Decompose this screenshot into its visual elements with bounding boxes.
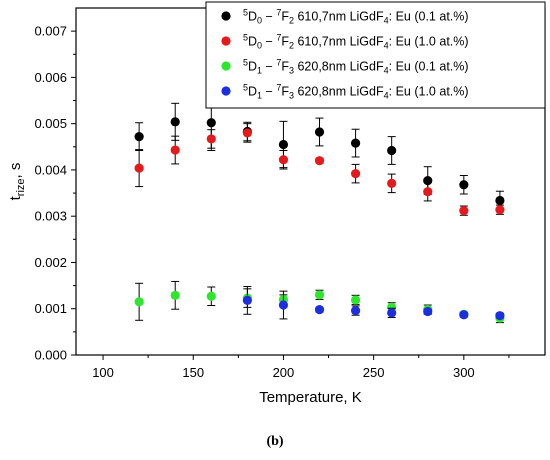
- y-axis-title-main: t: [7, 195, 24, 200]
- y-tick-label: 0.004: [34, 162, 67, 177]
- data-point-series-2: [350, 169, 361, 179]
- data-point-series-1: [134, 132, 144, 142]
- data-point-series-3: [314, 290, 325, 300]
- data-point-series-2: [242, 128, 252, 138]
- data-point-series-4: [423, 306, 433, 317]
- data-point-series-1: [314, 127, 325, 137]
- legend-label: 5D1 − 7F3 620,8nm LiGdF4: Eu (1.0 at.%): [243, 83, 469, 101]
- data-point-series-4: [350, 305, 361, 316]
- data-point-series-2: [387, 178, 397, 188]
- y-tick-label: 0.003: [34, 209, 67, 224]
- data-point-series-2: [170, 145, 180, 155]
- legend-marker: [221, 61, 231, 71]
- data-point-series-2: [459, 206, 469, 216]
- y-tick-label: 0.002: [34, 255, 67, 270]
- data-point-series-3: [206, 291, 216, 301]
- data-markers: [134, 94, 505, 324]
- data-point-series-2: [495, 205, 505, 215]
- x-tick-label: 200: [273, 365, 295, 380]
- y-axis-title-tail: , s: [7, 163, 24, 179]
- x-tick-label: 150: [182, 365, 204, 380]
- data-point-series-4: [387, 308, 397, 318]
- data-point-series-4: [278, 300, 289, 310]
- data-point-series-1: [459, 180, 469, 190]
- data-point-series-3: [134, 297, 144, 307]
- y-axis-title: trize, s: [7, 163, 27, 201]
- legend-marker: [221, 11, 231, 21]
- y-tick-label: 0.000: [34, 348, 67, 363]
- x-tick-label: 300: [453, 365, 475, 380]
- data-point-series-4: [495, 311, 505, 321]
- data-point-series-1: [387, 145, 397, 156]
- legend-label: 5D0 − 7F2 610,7nm LiGdF4: Eu (0.1 at.%): [243, 8, 469, 26]
- y-axis-title-sub: rize: [15, 178, 27, 196]
- data-point-series-2: [134, 163, 144, 173]
- data-point-series-1: [350, 138, 361, 148]
- legend-label: 5D1 − 7F3 620,8nm LiGdF4: Eu (0.1 at.%): [243, 58, 469, 76]
- y-tick-label: 0.005: [34, 116, 67, 131]
- data-point-series-4: [459, 310, 469, 320]
- data-point-series-2: [278, 155, 289, 165]
- legend-marker: [221, 36, 231, 46]
- x-tick-label: 250: [363, 365, 385, 380]
- panel-label: (b): [266, 434, 284, 449]
- data-point-series-1: [170, 117, 180, 127]
- data-point-series-4: [314, 305, 325, 315]
- data-point-series-2: [314, 156, 325, 166]
- y-tick-label: 0.006: [34, 70, 67, 85]
- x-tick-label: 100: [92, 365, 114, 380]
- legend-marker: [221, 86, 231, 96]
- data-point-series-1: [206, 118, 216, 128]
- data-point-series-3: [350, 295, 361, 305]
- data-point-series-4: [242, 295, 252, 306]
- x-axis-title: Temperature, K: [259, 389, 362, 406]
- y-tick-label: 0.007: [34, 24, 67, 39]
- data-point-series-3: [170, 290, 180, 300]
- legend-box: [205, 1, 546, 109]
- legend: 5D0 − 7F2 610,7nm LiGdF4: Eu (0.1 at.%) 5…: [205, 1, 546, 109]
- data-point-series-2: [206, 134, 216, 144]
- data-point-series-1: [495, 195, 505, 206]
- data-point-series-2: [423, 187, 433, 197]
- legend-label: 5D0 − 7F2 610,7nm LiGdF4: Eu (1.0 at.%): [243, 33, 469, 51]
- data-point-series-1: [278, 139, 289, 150]
- y-tick-label: 0.001: [34, 301, 67, 316]
